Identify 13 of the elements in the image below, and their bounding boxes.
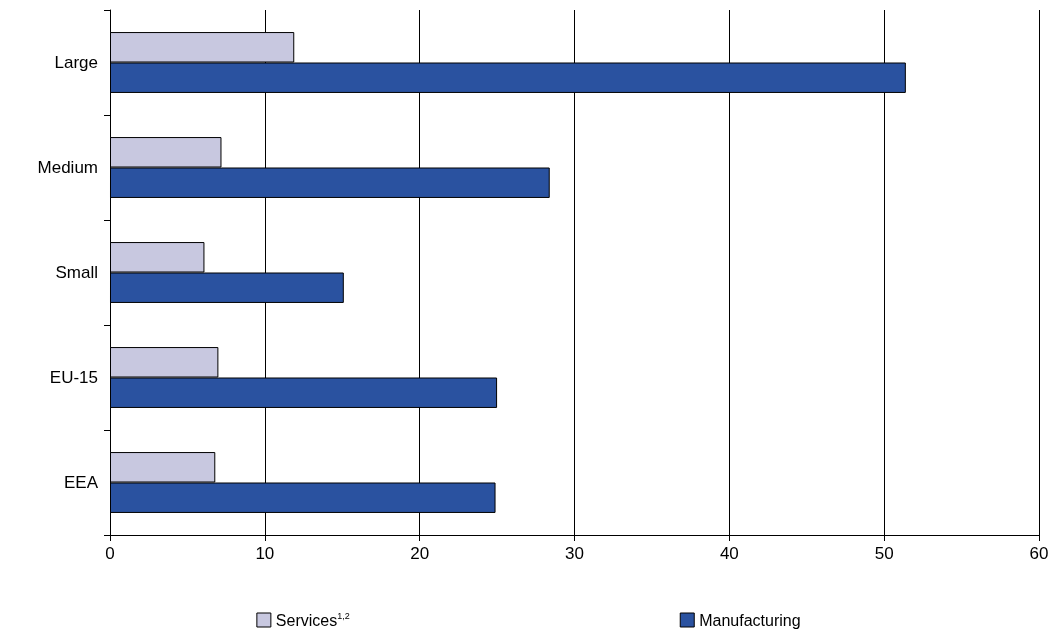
x-tick-label: 20: [410, 544, 430, 563]
x-tick-label: 30: [565, 544, 584, 563]
x-tick-label: 50: [874, 544, 894, 563]
y-tick-label: EEA: [63, 473, 99, 492]
x-tick-label: 40: [719, 544, 739, 563]
y-tick-label: Medium: [37, 158, 98, 177]
y-tick-label: Large: [54, 53, 98, 72]
x-tick-label: 0: [105, 544, 115, 563]
y-tick-label: EU-15: [49, 368, 98, 387]
y-tick-label: Small: [55, 263, 98, 282]
x-tick-label: 60: [1029, 544, 1049, 563]
x-tick-label: 10: [255, 544, 275, 563]
legend-label: Manufacturing: [699, 611, 801, 629]
